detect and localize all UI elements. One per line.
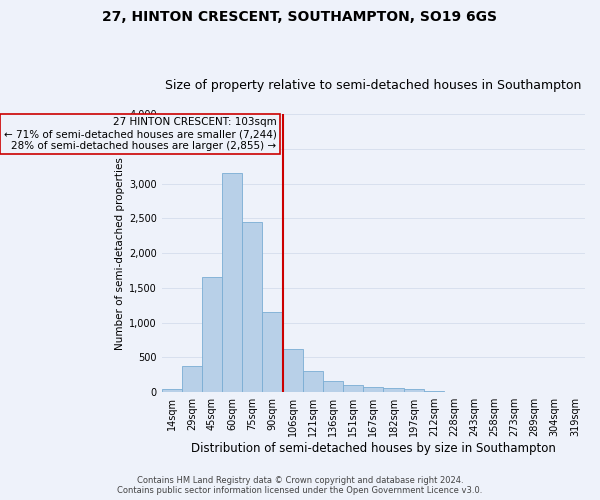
X-axis label: Distribution of semi-detached houses by size in Southampton: Distribution of semi-detached houses by … — [191, 442, 556, 455]
Title: Size of property relative to semi-detached houses in Southampton: Size of property relative to semi-detach… — [165, 79, 581, 92]
Bar — [283, 349, 303, 392]
Bar — [222, 173, 242, 392]
Bar — [202, 278, 222, 392]
Bar — [161, 388, 182, 392]
Bar — [404, 389, 424, 392]
Bar — [262, 312, 283, 392]
Bar — [424, 391, 444, 392]
Y-axis label: Number of semi-detached properties: Number of semi-detached properties — [115, 156, 125, 350]
Bar — [363, 387, 383, 392]
Text: 27 HINTON CRESCENT: 103sqm
← 71% of semi-detached houses are smaller (7,244)
28%: 27 HINTON CRESCENT: 103sqm ← 71% of semi… — [4, 118, 277, 150]
Bar — [323, 380, 343, 392]
Bar — [242, 222, 262, 392]
Text: 27, HINTON CRESCENT, SOUTHAMPTON, SO19 6GS: 27, HINTON CRESCENT, SOUTHAMPTON, SO19 6… — [103, 10, 497, 24]
Bar — [383, 388, 404, 392]
Bar — [343, 385, 363, 392]
Bar — [303, 370, 323, 392]
Text: Contains HM Land Registry data © Crown copyright and database right 2024.
Contai: Contains HM Land Registry data © Crown c… — [118, 476, 482, 495]
Bar — [182, 366, 202, 392]
